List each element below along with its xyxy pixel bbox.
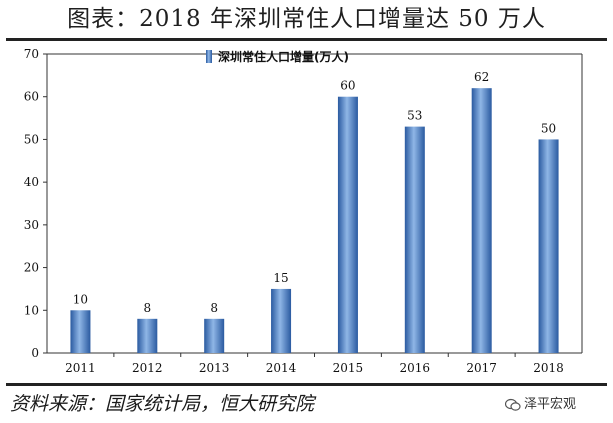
plot-area: 0 10 20 30 40 50 60 70 10 2011 8 2012 8 2013 15 2014 60 2… xyxy=(24,47,583,375)
page-title: 图表：2018 年深圳常住人口增量达 50 万人 xyxy=(67,6,546,32)
x-tick-label: 2017 xyxy=(466,361,497,375)
bar xyxy=(404,126,425,353)
bar xyxy=(471,88,492,354)
y-tick-label: 70 xyxy=(24,47,39,61)
data-label: 62 xyxy=(474,70,489,84)
data-label: 53 xyxy=(407,109,422,123)
y-tick-label: 10 xyxy=(24,303,39,317)
legend: 深圳常住人口增量(万人) xyxy=(206,49,349,64)
x-tick-label: 2014 xyxy=(266,361,297,375)
watermark-brand: 泽平宏观 xyxy=(505,392,576,418)
y-tick-label: 30 xyxy=(24,218,39,232)
legend-label: 深圳常住人口增量(万人) xyxy=(218,49,349,64)
data-label: 60 xyxy=(340,79,355,93)
x-tick-label: 2016 xyxy=(400,361,431,375)
watermark-text: 泽平宏观 xyxy=(524,397,577,412)
y-tick-label: 40 xyxy=(24,175,39,189)
y-tick-label: 20 xyxy=(24,261,39,275)
bar xyxy=(204,318,225,353)
bar xyxy=(70,310,91,353)
legend-swatch xyxy=(206,50,212,63)
bar xyxy=(271,288,292,353)
y-tick-label: 0 xyxy=(31,346,39,360)
source-note: 资料来源：国家统计局，恒大研究院 xyxy=(10,393,315,415)
data-label: 8 xyxy=(210,301,218,315)
x-tick-label: 2013 xyxy=(199,361,230,375)
x-tick-label: 2018 xyxy=(533,361,564,375)
bar-chart: 0 10 20 30 40 50 60 70 10 2011 8 2012 8 2013 15 2014 60 2… xyxy=(24,47,583,375)
data-label: 50 xyxy=(541,121,556,135)
y-tick-label: 60 xyxy=(24,90,39,104)
data-label: 10 xyxy=(73,292,88,306)
x-tick-label: 2015 xyxy=(333,361,364,375)
bar xyxy=(137,318,158,353)
bar xyxy=(337,96,358,353)
top-rule xyxy=(6,38,607,41)
data-label: 8 xyxy=(143,301,151,315)
data-label: 15 xyxy=(273,271,288,285)
x-tick-label: 2012 xyxy=(132,361,163,375)
bar xyxy=(538,139,559,353)
x-tick-label: 2011 xyxy=(65,361,96,375)
bottom-rule xyxy=(6,383,607,386)
y-tick-label: 50 xyxy=(24,132,39,146)
wechat-icon xyxy=(505,398,521,411)
